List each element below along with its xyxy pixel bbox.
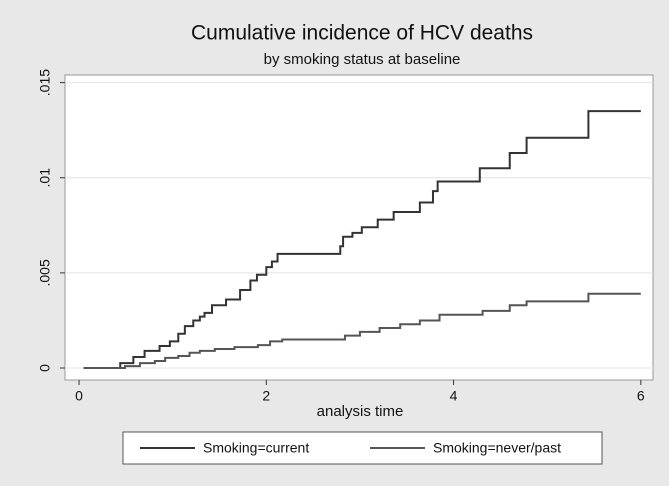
y-tick-label: .005 [37,259,53,286]
step-line [83,292,641,370]
y-tick-label: 0 [37,364,53,372]
x-tick-label: 4 [450,388,458,404]
plot-area [64,74,654,381]
chart-subtitle: by smoking status at baseline [264,51,461,68]
legend [122,431,603,465]
x-tick-label: 0 [75,388,83,404]
x-tick-label: 6 [637,388,645,404]
legend-label: Smoking=never/past [433,440,561,456]
y-tick-label: .01 [37,168,53,188]
chart-title: Cumulative incidence of HCV deaths [191,22,533,45]
y-tick-label: .015 [37,69,53,96]
x-axis-label: analysis time [317,403,404,420]
step-line [83,110,641,370]
x-tick-label: 2 [262,388,270,404]
legend-label: Smoking=current [203,440,309,456]
